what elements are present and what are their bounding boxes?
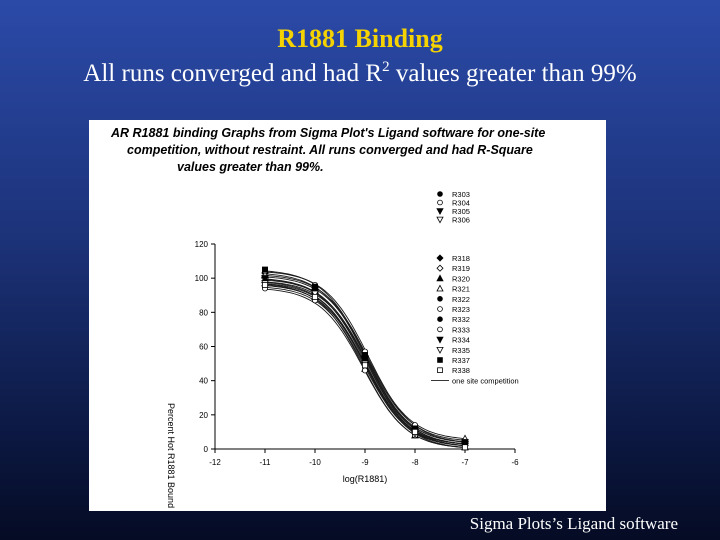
chart-figure: AR R1881 binding Graphs from Sigma Plot'… xyxy=(89,120,606,511)
x-tick-label: -10 xyxy=(309,458,321,467)
subtitle-superscript: 2 xyxy=(382,59,390,75)
data-point xyxy=(361,362,368,369)
legend-label: R303 xyxy=(452,190,470,199)
legend-label: R321 xyxy=(452,285,470,294)
x-tick-label: -6 xyxy=(511,458,519,467)
x-tick-label: -8 xyxy=(411,458,419,467)
x-tick-label: -9 xyxy=(361,458,369,467)
legend-label: R319 xyxy=(452,264,470,273)
y-tick-label: 120 xyxy=(195,240,209,249)
data-point xyxy=(461,444,468,451)
legend-marker xyxy=(437,296,443,302)
chart-title: AR R1881 binding Graphs from Sigma Plot'… xyxy=(110,126,545,174)
chart-title-line: values greater than 99%. xyxy=(177,160,324,174)
legend-label: R337 xyxy=(452,356,470,365)
legend-marker xyxy=(437,326,443,333)
legend-label: R338 xyxy=(452,366,470,375)
chart-svg: AR R1881 binding Graphs from Sigma Plot'… xyxy=(110,126,545,508)
chart-title-line: competition, without restraint. All runs… xyxy=(127,143,533,157)
data-point xyxy=(261,275,269,283)
slide-subtitle: All runs converged and had R2 values gre… xyxy=(0,56,720,92)
legend-fit-label: one site competition xyxy=(452,376,519,385)
data-points xyxy=(261,266,469,451)
legend-label: R318 xyxy=(452,254,470,263)
legend-marker xyxy=(437,306,443,312)
legend-marker xyxy=(436,336,444,344)
y-tick-label: 60 xyxy=(199,343,208,352)
legend-label: R322 xyxy=(452,295,470,304)
chart-title-line: AR R1881 binding Graphs from Sigma Plot'… xyxy=(110,126,545,140)
legend-marker xyxy=(436,216,444,224)
data-point xyxy=(411,428,418,435)
legend-label: R334 xyxy=(452,336,470,345)
chart-axes: 0 20 40 60 80 100 120 -12 -11 -10 -9 -8 -7 -6 log(R188… xyxy=(166,240,519,508)
subtitle-text: All runs converged and had R xyxy=(83,60,383,87)
legend-label: R306 xyxy=(452,216,470,225)
data-point xyxy=(461,439,468,446)
legend-label: R335 xyxy=(452,346,470,355)
legend-marker xyxy=(436,346,444,354)
subtitle-text-end: values greater than 99% xyxy=(389,60,637,87)
legend-marker xyxy=(436,254,444,262)
x-axis-label: log(R1881) xyxy=(343,474,388,484)
x-tick-label: -7 xyxy=(461,458,469,467)
data-point xyxy=(361,367,368,374)
y-axis-label: Percent Hot R1881 Bound xyxy=(166,403,176,508)
legend-marker xyxy=(437,367,443,374)
data-point xyxy=(311,293,318,300)
legend-marker xyxy=(437,316,443,323)
legend-label: R320 xyxy=(452,274,470,283)
y-tick-label: 20 xyxy=(199,411,208,420)
software-credit: Sigma Plots’s Ligand software xyxy=(469,514,678,533)
y-tick-label: 80 xyxy=(199,308,208,317)
legend-marker xyxy=(437,357,443,363)
legend-label: R323 xyxy=(452,305,470,314)
x-tick-label: -12 xyxy=(209,458,221,467)
data-point xyxy=(361,352,368,359)
y-tick-label: 0 xyxy=(204,445,209,454)
slide-title: R1881 Binding xyxy=(277,24,443,53)
data-point xyxy=(311,283,318,290)
y-tick-label: 100 xyxy=(195,274,209,283)
legend-marker xyxy=(436,208,444,216)
legend-marker xyxy=(436,274,444,282)
legend-marker xyxy=(436,284,444,292)
x-tick-label: -11 xyxy=(260,458,272,467)
legend-label: R332 xyxy=(452,315,470,324)
legend-label: R333 xyxy=(452,325,470,334)
legend-label: R305 xyxy=(452,207,470,216)
data-point xyxy=(311,290,319,298)
data-point xyxy=(261,266,268,273)
legend-marker xyxy=(437,199,443,206)
legend-marker xyxy=(436,264,444,272)
legend-label: R304 xyxy=(452,199,470,208)
y-tick-label: 40 xyxy=(199,377,208,386)
legend-marker xyxy=(437,191,443,197)
data-point xyxy=(261,281,268,288)
